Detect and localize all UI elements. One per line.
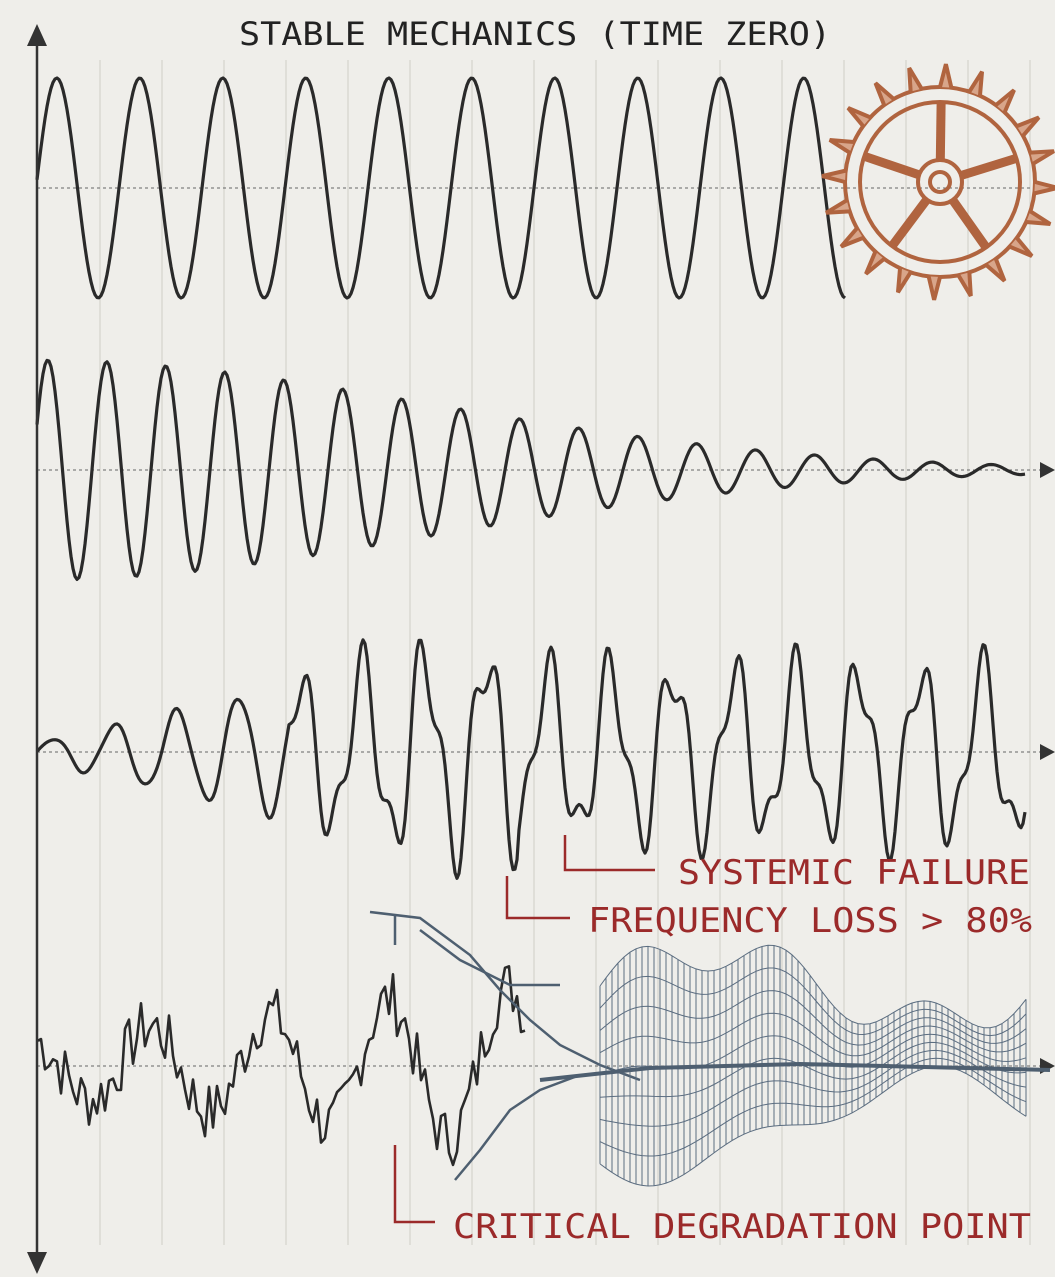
mesh-line — [599, 1041, 1027, 1098]
axis-arrow — [27, 24, 47, 46]
mesh-line — [599, 967, 1027, 1037]
crack — [454, 1073, 581, 1181]
axis-arrow — [27, 1252, 47, 1274]
mesh-line — [599, 1057, 1027, 1157]
baseline-arrow — [1040, 744, 1055, 760]
gear-teeth — [821, 63, 1055, 301]
mesh-line — [599, 1012, 1027, 1057]
gear-icon — [821, 63, 1055, 301]
gear-spoke — [862, 151, 921, 180]
annotation: FREQUENCY LOSS > 80% — [588, 901, 1032, 941]
waves — [35, 76, 1051, 1187]
gear-spoke — [935, 101, 946, 161]
gear-hub — [916, 158, 964, 206]
annotation: CRITICAL DEGRADATION POINT — [453, 1207, 1031, 1247]
wave — [35, 76, 846, 300]
gear-hub — [928, 170, 952, 194]
mesh-line — [599, 944, 1027, 1029]
title: STABLE MECHANICS (TIME ZERO) — [239, 15, 831, 53]
gear-spoke — [949, 197, 990, 250]
bracket — [563, 835, 655, 872]
annotation: SYSTEMIC FAILURE — [678, 853, 1030, 893]
noise — [36, 965, 526, 1167]
mesh-line — [599, 1049, 1027, 1127]
wave — [35, 638, 1027, 880]
baseline-arrow — [1040, 462, 1055, 478]
mesh-line — [599, 990, 1027, 1046]
crack — [369, 910, 641, 1082]
bracket — [505, 876, 570, 920]
gear-spoke — [888, 196, 931, 249]
crack — [393, 915, 560, 987]
gear-spoke — [959, 154, 1018, 180]
wave — [35, 358, 1026, 581]
mesh-spine — [539, 1061, 1051, 1082]
bracket — [393, 1145, 435, 1224]
